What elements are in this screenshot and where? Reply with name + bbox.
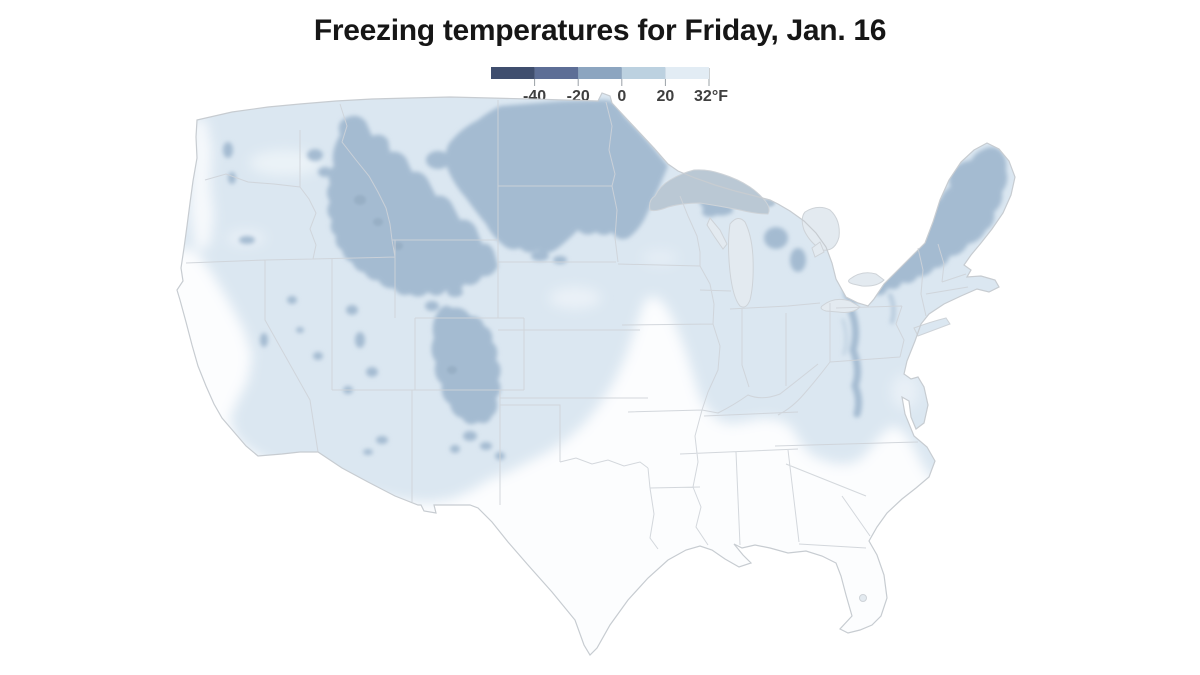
legend-label-zero: 0 <box>617 88 626 105</box>
legend-swatch-minus20 <box>578 67 622 79</box>
lake-erie <box>820 298 861 313</box>
green-bay <box>706 217 728 250</box>
legend-colorbar <box>491 67 709 79</box>
lake-superior <box>649 169 770 215</box>
legend-label-twenty: 20 <box>657 88 675 105</box>
lake-huron <box>801 206 840 251</box>
long-island <box>913 317 951 337</box>
map-fill-layers <box>177 93 1015 655</box>
lake-ontario <box>848 272 885 287</box>
state-borders <box>185 100 969 550</box>
lake-michigan <box>728 218 754 308</box>
legend-swatch-zero <box>621 67 666 79</box>
legend-swatch-twenty <box>665 67 709 79</box>
region-appalachian-ridge <box>841 293 896 418</box>
lake-okeechobee <box>859 594 867 602</box>
great-lakes <box>649 169 885 602</box>
legend-label-32f: 32°F <box>694 88 728 105</box>
page-title: Freezing temperatures for Friday, Jan. 1… <box>313 14 887 47</box>
legend-swatch-minus40 <box>534 67 579 79</box>
saginaw-bay <box>811 241 825 258</box>
legend-swatch-below-minus40 <box>491 67 535 79</box>
